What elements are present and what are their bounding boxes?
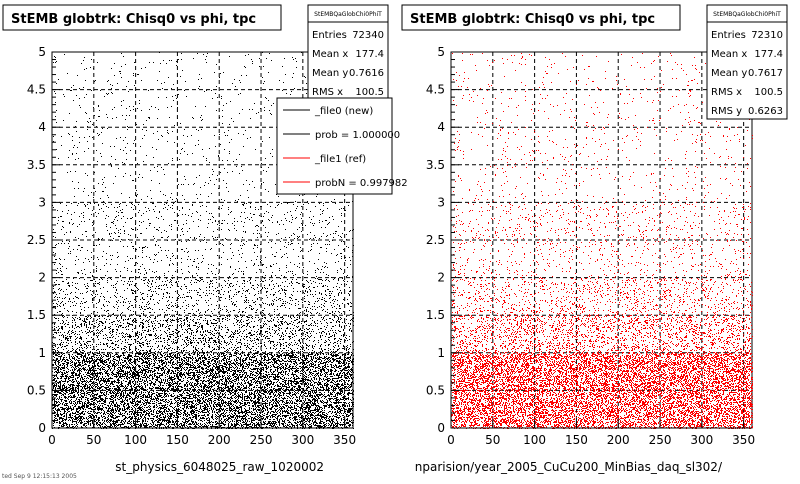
legend-label: prob = 1.000000 (315, 130, 400, 141)
x-axis-label: nparision/year_2005_CuCu200_MinBias_daq_… (415, 460, 723, 474)
x-tick-label: 0 (48, 433, 56, 447)
y-tick-label: 3 (38, 195, 46, 209)
x-tick-label: 200 (208, 433, 231, 447)
title-box (401, 4, 681, 31)
y-tick-label: 1 (437, 346, 445, 360)
stats-value: 177.4 (355, 49, 384, 60)
stats-value: 0.7616 (349, 68, 384, 79)
stats-value: 0.7617 (748, 68, 783, 79)
x-tick-label: 150 (166, 433, 189, 447)
stats-box: StEMBQaGlobChi0PhiT Entries 72340 Mean x 17… (307, 4, 389, 99)
y-tick-label: 1 (38, 346, 46, 360)
y-tick-label: 5 (38, 45, 46, 59)
stats-label: Mean x (711, 49, 747, 60)
y-tick-label: 2.5 (27, 233, 46, 247)
x-tick-label: 250 (250, 433, 273, 447)
stats-label: Entries (711, 30, 746, 41)
legend: _file0 (new) prob = 1.000000 _file1 (ref) p… (276, 97, 408, 195)
stats-value: 0.6263 (748, 106, 783, 117)
stats-value: 100.5 (754, 87, 783, 98)
y-tick-label: 4 (437, 120, 445, 134)
histogram-panel-ref: 0 50 100 150 200 250 300 350 0 0.5 1 1.5 2 2.5 3 3.5 4 4.… (401, 4, 788, 474)
chart-title: StEMB globtrk: Chisq0 vs phi, tpc (11, 12, 256, 27)
scatter-band (452, 278, 753, 316)
stats-label: RMS y (711, 106, 742, 117)
stats-box-name: StEMBQaGlobChi0PhiT (713, 11, 781, 18)
stats-label: Mean x (312, 49, 348, 60)
stats-value: 177.4 (754, 49, 783, 60)
x-axis-label: st_physics_6048025_raw_1020002 (115, 460, 324, 474)
legend-label: _file0 (new) (314, 106, 373, 117)
x-tick-label: 300 (690, 433, 713, 447)
x-tick-label: 100 (523, 433, 546, 447)
stats-box: StEMBQaGlobChi0PhiT Entries 72310 Mean x 17… (706, 4, 788, 120)
axes: 0 50 100 150 200 250 300 350 0 0.5 1 1.5 2 2.5 3 3.5 4 4.… (27, 45, 356, 447)
x-tick-label: 350 (333, 433, 356, 447)
x-tick-label: 350 (732, 433, 755, 447)
x-tick-label: 150 (565, 433, 588, 447)
stats-label: Mean y (312, 68, 348, 79)
y-tick-label: 3.5 (426, 158, 445, 172)
stats-value: 100.5 (355, 87, 384, 98)
title-box (2, 4, 282, 31)
y-tick-label: 0.5 (27, 383, 46, 397)
x-tick-label: 250 (649, 433, 672, 447)
y-tick-label: 0 (38, 421, 46, 435)
stats-label: Mean y (711, 68, 747, 79)
scatter-points (451, 52, 753, 429)
y-tick-label: 5 (437, 45, 445, 59)
scatter-band (52, 353, 354, 429)
y-tick-label: 0.5 (426, 383, 445, 397)
stats-label: RMS x (711, 87, 742, 98)
y-tick-label: 1.5 (426, 308, 445, 322)
stats-box-name: StEMBQaGlobChi0PhiT (314, 11, 382, 18)
scatter-band (451, 315, 753, 354)
legend-label: _file1 (ref) (314, 154, 366, 165)
x-tick-label: 0 (447, 433, 455, 447)
stats-label: Entries (312, 30, 347, 41)
axes: 0 50 100 150 200 250 300 350 0 0.5 1 1.5 2 2.5 3 3.5 4 4.… (426, 45, 755, 447)
x-tick-label: 200 (607, 433, 630, 447)
y-tick-label: 1.5 (27, 308, 46, 322)
x-tick-label: 300 (291, 433, 314, 447)
x-tick-label: 50 (485, 433, 500, 447)
histogram-panel-new: 0 50 100 150 200 250 300 350 0 0.5 1 1.5 2 2.5 3 3.5 4 4.… (2, 4, 408, 474)
y-tick-label: 3 (437, 195, 445, 209)
y-tick-label: 4.5 (426, 83, 445, 97)
scatter-band (52, 315, 354, 354)
y-tick-label: 2 (38, 271, 46, 285)
scatter-band (451, 353, 753, 429)
stats-value: 72310 (751, 30, 783, 41)
y-tick-label: 2 (437, 271, 445, 285)
x-tick-label: 50 (86, 433, 101, 447)
chart-title: StEMB globtrk: Chisq0 vs phi, tpc (410, 12, 655, 27)
legend-label: probN = 0.997982 (315, 178, 408, 189)
y-tick-label: 4.5 (27, 83, 46, 97)
footer-date: ted Sep 9 12:15:13 2005 (2, 473, 77, 480)
x-tick-label: 100 (124, 433, 147, 447)
scatter-band (52, 202, 354, 279)
y-tick-label: 4 (38, 120, 46, 134)
grid (451, 52, 752, 428)
y-tick-label: 0 (437, 421, 445, 435)
y-tick-label: 3.5 (27, 158, 46, 172)
stats-label: RMS x (312, 87, 343, 98)
y-tick-label: 2.5 (426, 233, 445, 247)
stats-value: 72340 (352, 30, 384, 41)
